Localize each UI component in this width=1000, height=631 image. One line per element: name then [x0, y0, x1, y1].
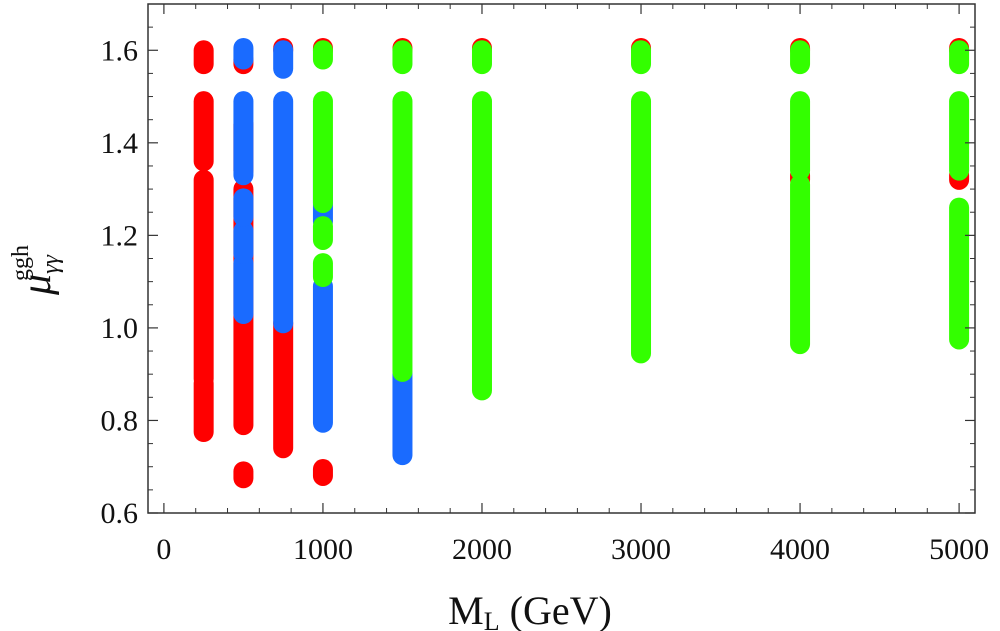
series-green [312, 40, 970, 401]
x-axis-title: ML (GeV) [448, 588, 612, 631]
plot-frame [147, 3, 976, 514]
y-axis-title: μγγggh [8, 245, 64, 296]
x-tick-label: 4000 [770, 533, 830, 566]
x-tick-label: 1000 [293, 533, 353, 566]
y-tick-label: 1.4 [101, 127, 139, 160]
x-tick-label: 2000 [452, 533, 512, 566]
y-tick-label: 0.6 [101, 497, 139, 530]
x-tick-labels: 0 1000 2000 3000 4000 5000 [156, 533, 989, 566]
x-tick-label: 5000 [929, 533, 989, 566]
x-tick-label: 3000 [611, 533, 671, 566]
y-tick-labels: 0.6 0.8 1.0 1.2 1.4 1.6 [101, 34, 139, 530]
y-tick-label: 1.0 [101, 312, 139, 345]
series-blue [233, 37, 413, 466]
data-marks [193, 37, 970, 489]
y-tick-label: 0.8 [101, 404, 139, 437]
x-tick-label: 0 [156, 533, 171, 566]
y-tick-label: 1.6 [101, 34, 139, 67]
y-tick-label: 1.2 [101, 219, 139, 252]
axis-ticks [148, 3, 975, 514]
